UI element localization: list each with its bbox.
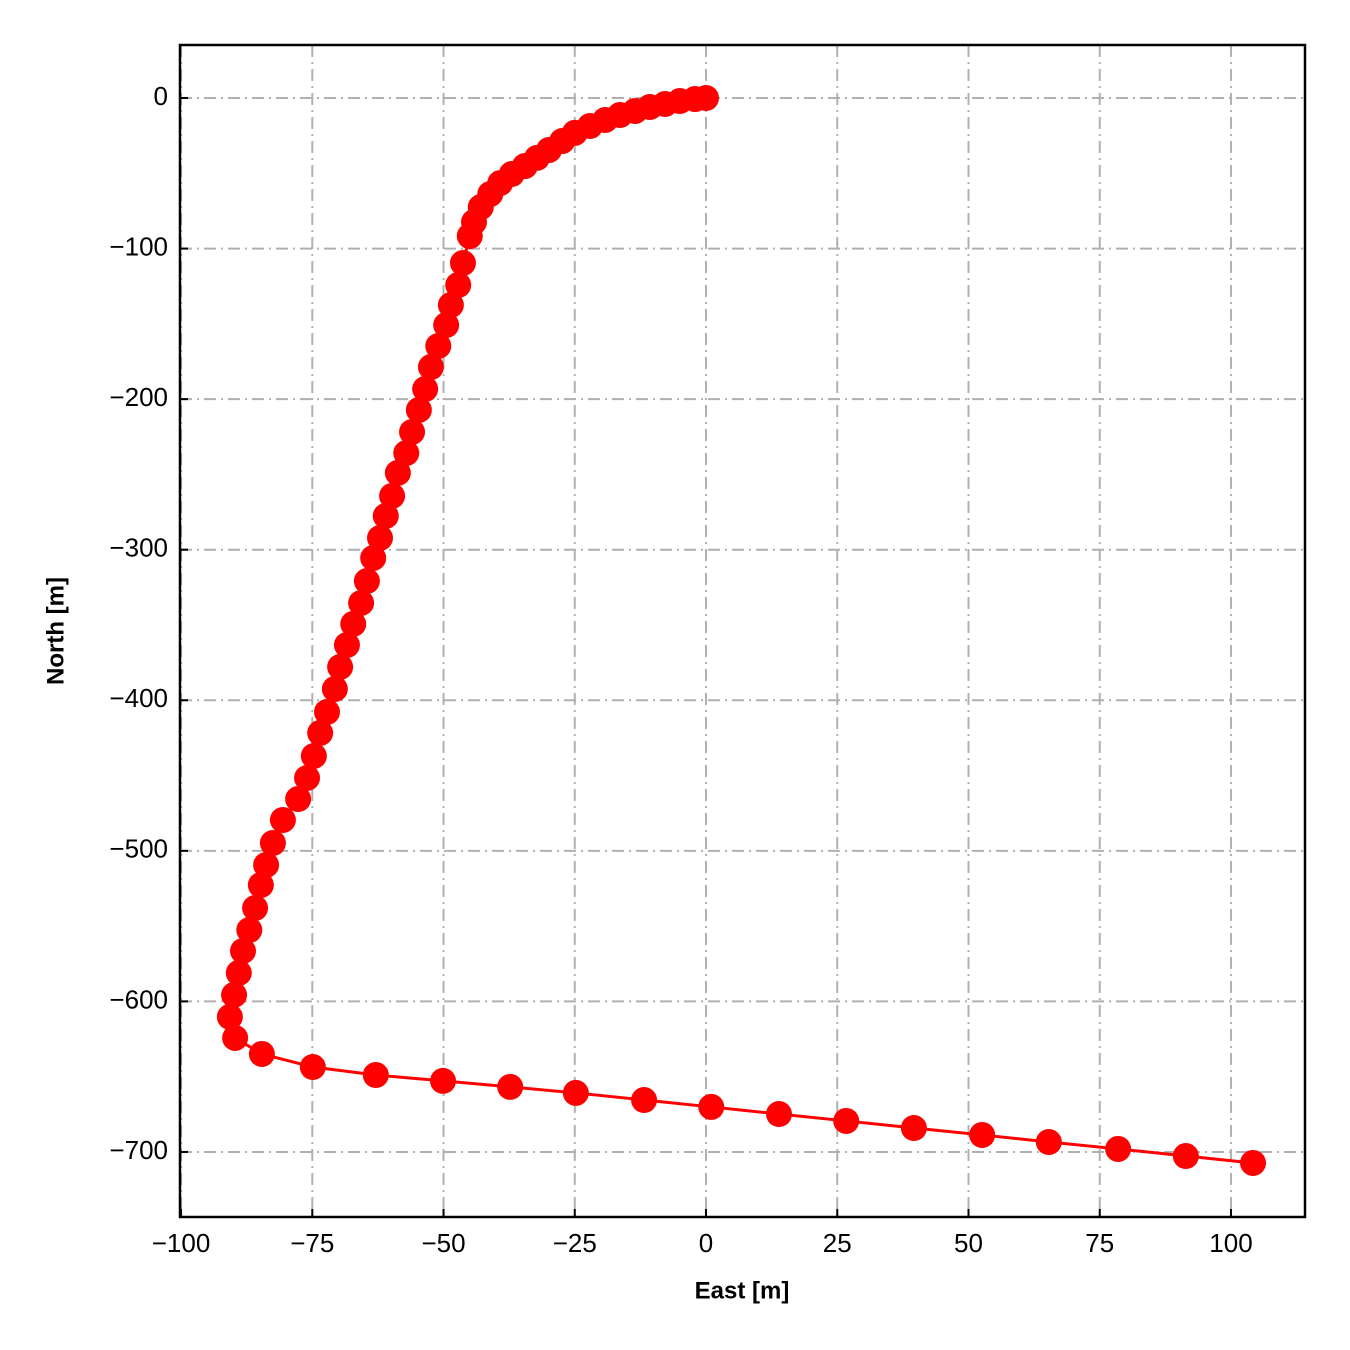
data-point <box>360 544 387 571</box>
x-tick-label: 25 <box>823 1228 852 1258</box>
data-point <box>399 418 426 445</box>
data-point <box>433 312 460 339</box>
data-point <box>248 1040 275 1067</box>
x-tick-label: 50 <box>954 1228 983 1258</box>
x-tick-label: 75 <box>1085 1228 1114 1258</box>
data-point <box>405 396 432 423</box>
data-point <box>367 524 394 551</box>
data-point <box>412 376 439 403</box>
x-tick-label: 0 <box>699 1228 713 1258</box>
data-point <box>1240 1149 1267 1176</box>
data-point <box>242 895 269 922</box>
data-point <box>497 1073 524 1100</box>
data-point <box>430 1067 457 1094</box>
data-point <box>900 1115 927 1142</box>
y-tick-label: −500 <box>109 834 168 864</box>
data-point <box>247 872 274 899</box>
data-point <box>562 1079 589 1106</box>
data-point <box>833 1107 860 1134</box>
data-point <box>269 806 296 833</box>
data-point <box>225 959 252 986</box>
data-point <box>321 675 348 702</box>
y-tick-label: −100 <box>109 231 168 261</box>
data-point <box>425 332 452 359</box>
data-point <box>437 292 464 319</box>
data-point <box>362 1062 389 1089</box>
x-axis-label: East [m] <box>695 1277 790 1304</box>
data-point <box>259 829 286 856</box>
data-point <box>1172 1143 1199 1170</box>
data-point <box>1105 1135 1132 1162</box>
data-point <box>631 1087 658 1114</box>
y-tick-label: −300 <box>109 533 168 563</box>
data-point <box>393 440 420 467</box>
data-point <box>299 1054 326 1081</box>
data-point <box>445 272 472 299</box>
data-point <box>384 459 411 486</box>
data-point <box>333 632 360 659</box>
x-tick-label: −100 <box>152 1228 211 1258</box>
plot-frame <box>178 43 1307 1219</box>
data-point <box>765 1101 792 1128</box>
data-point <box>1035 1129 1062 1156</box>
data-point <box>340 610 367 637</box>
data-point <box>294 764 321 791</box>
y-tick-label: −400 <box>109 683 168 713</box>
data-point <box>372 502 399 529</box>
data-point <box>348 589 375 616</box>
y-tick-label: −200 <box>109 382 168 412</box>
y-axis-label: North [m] <box>42 577 69 685</box>
data-point <box>236 917 263 944</box>
y-tick-label: 0 <box>154 81 168 111</box>
data-point <box>229 937 256 964</box>
data-point <box>353 568 380 595</box>
data-point <box>417 354 444 381</box>
data-point <box>222 1024 249 1051</box>
x-tick-label: −25 <box>553 1228 597 1258</box>
data-point <box>698 1093 725 1120</box>
data-point <box>221 981 248 1008</box>
data-point <box>969 1121 996 1148</box>
data-point <box>307 719 334 746</box>
data-point <box>285 786 312 813</box>
data-point <box>300 742 327 769</box>
x-tick-label: 100 <box>1209 1228 1252 1258</box>
x-tick-label: −50 <box>421 1228 465 1258</box>
y-tick-label: −600 <box>109 984 168 1014</box>
data-point <box>449 250 476 277</box>
x-tick-label: −75 <box>290 1228 334 1258</box>
data-point <box>253 851 280 878</box>
y-tick-label: −700 <box>109 1135 168 1165</box>
data-point <box>216 1003 243 1030</box>
data-point <box>379 482 406 509</box>
data-point <box>313 699 340 726</box>
data-point <box>456 223 483 250</box>
data-point <box>327 653 354 680</box>
